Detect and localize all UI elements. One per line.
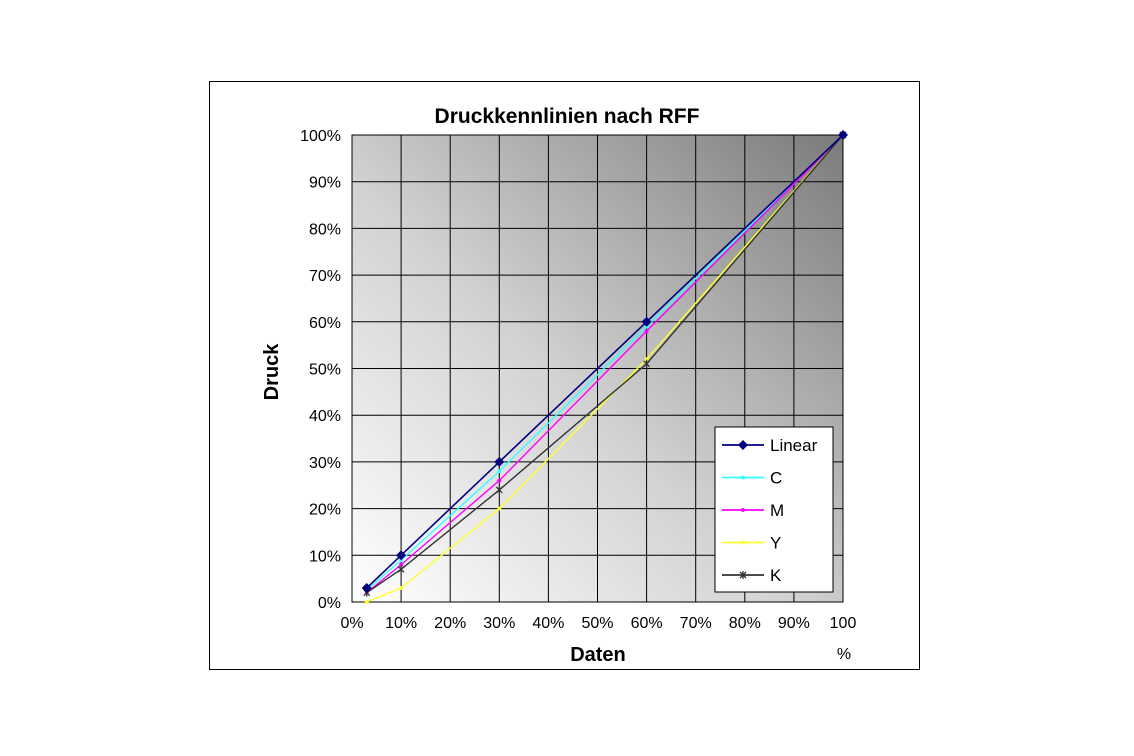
data-point-m [497, 478, 502, 483]
legend-item-y: Y [722, 534, 781, 553]
legend-item-k: K [722, 566, 782, 585]
chart-title: Druckkennlinien nach RFF [435, 105, 700, 128]
y-tick-label: 40% [309, 408, 341, 425]
x-axis-title: Daten [570, 644, 626, 666]
legend-item-c: C [722, 469, 782, 488]
series-y [364, 133, 845, 604]
legend-marker-y [741, 540, 745, 545]
y-tick-label: 80% [309, 221, 341, 238]
data-point-y [399, 585, 404, 590]
legend-item-m: M [722, 501, 784, 520]
data-point-linear [361, 582, 372, 593]
series-layer [361, 130, 848, 604]
legend-label-linear: Linear [770, 436, 818, 455]
data-point-k [643, 359, 651, 368]
legend-label-c: C [770, 469, 782, 488]
legend-marker-m [741, 508, 745, 512]
legend-label-k: K [770, 566, 782, 585]
chart-frame: 0% 10% 20% 30% 40% 50% 60% 70% 80% 90% 100 0% 10% 20%… [209, 81, 920, 670]
x-tick-label: 80% [729, 615, 761, 632]
data-point-c [497, 469, 502, 474]
x-tick-label: 20% [434, 615, 466, 632]
legend-marker-c [741, 475, 745, 480]
y-tick-label: 90% [309, 175, 341, 192]
data-point-y [497, 506, 502, 511]
x-tick-label: 30% [483, 615, 515, 632]
x-tick-label: 10% [385, 615, 417, 632]
y-tick-label: 50% [309, 362, 341, 379]
x-tick-label: 90% [778, 615, 810, 632]
y-tick-label: 10% [309, 548, 341, 565]
plot-border [351, 134, 844, 603]
y-tick-label: 0% [318, 595, 341, 612]
legend-marker-k [739, 571, 747, 579]
y-tick-label: 70% [309, 268, 341, 285]
data-point-k [495, 485, 503, 494]
data-point-linear [641, 316, 652, 327]
data-point-linear [396, 550, 407, 561]
chart-svg: 0% 10% 20% 30% 40% 50% 60% 70% 80% 90% 100 0% 10% 20%… [261, 105, 856, 666]
legend-label-m: M [770, 501, 784, 520]
y-tick-label: 30% [309, 455, 341, 472]
data-point-m [399, 562, 404, 567]
tick-labels: 0% 10% 20% 30% 40% 50% 60% 70% 80% 90% 100 0% 10% 20%… [300, 128, 856, 632]
data-point-m [644, 329, 649, 334]
y-tick-label: 60% [309, 315, 341, 332]
data-point-y [364, 600, 369, 604]
x-tick-label: 50% [581, 615, 613, 632]
data-point-k [397, 565, 405, 574]
data-point-y [644, 357, 649, 362]
y-axis-title: Druck [261, 343, 283, 401]
x-tick-label: 40% [532, 615, 564, 632]
y-tick-label: 20% [309, 502, 341, 519]
legend-label-y: Y [770, 534, 781, 553]
x-tick-label: 100 [830, 615, 857, 632]
x-tick-label: 0% [340, 615, 363, 632]
y-tick-label: 100% [300, 128, 341, 145]
x-axis-unit: % [837, 646, 851, 663]
legend-item-linear: Linear [722, 436, 818, 455]
x-tick-label: 70% [680, 615, 712, 632]
data-point-linear [494, 456, 505, 467]
data-point-linear [838, 130, 848, 140]
series-linear [361, 130, 848, 593]
legend-marker-linear [738, 440, 748, 450]
x-tick-label: 60% [631, 615, 663, 632]
